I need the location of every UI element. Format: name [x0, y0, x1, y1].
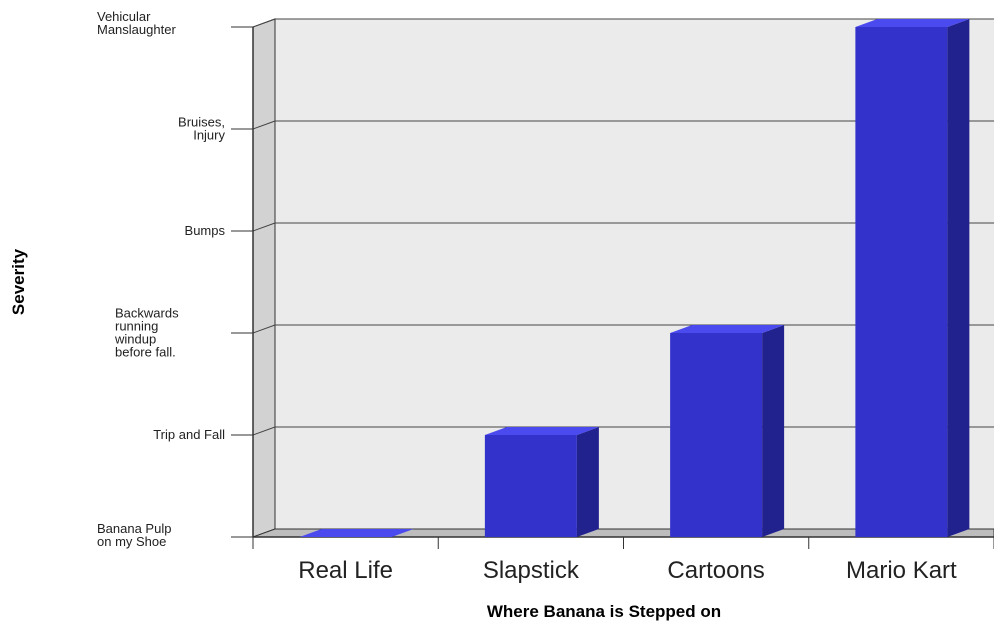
bar-side	[947, 19, 970, 537]
bar-front	[484, 435, 577, 537]
x-tick-label: Slapstick	[483, 557, 580, 584]
y-tick-label-line: Bumps	[185, 223, 226, 238]
y-tick-label: Trip and Fall	[153, 427, 225, 442]
x-tick-label: Real Life	[298, 557, 393, 584]
bar	[670, 325, 785, 537]
gridline-side	[252, 324, 276, 334]
y-tick-label-line: windup	[114, 332, 156, 347]
x-tick-label: Mario Kart	[846, 557, 957, 584]
bar-top	[855, 19, 970, 27]
y-tick-label: Vehicular Manslaughter	[97, 9, 176, 37]
plot-side-wall	[252, 18, 276, 538]
y-tick-label-line: Manslaughter	[97, 22, 176, 37]
y-tick-label: Bruises, Injury	[178, 115, 225, 143]
bar-side	[762, 325, 785, 537]
bar	[299, 529, 414, 537]
bar-front	[855, 27, 948, 537]
y-tick-label: Bumps	[185, 223, 226, 238]
gridline-side	[252, 18, 276, 28]
bars	[299, 19, 970, 537]
gridline-side	[252, 222, 276, 232]
bar-side	[576, 427, 599, 537]
x-axis-title: Where Banana is Stepped on	[487, 602, 721, 621]
y-tick-label-line: Backwards	[115, 306, 179, 321]
bar-front	[670, 333, 763, 537]
gridline-side	[252, 426, 276, 436]
y-tick-label-line: on my Shoe	[97, 534, 166, 549]
y-tick-label-line: Banana Pulp	[97, 521, 171, 536]
y-tick-label-line: running	[115, 319, 158, 334]
gridline-side	[252, 120, 276, 130]
x-tick-label: Cartoons	[667, 557, 764, 584]
y-tick-label: Backwards running windup before fall.	[114, 306, 179, 360]
bar-top	[670, 325, 785, 333]
bar-top	[484, 427, 599, 435]
y-tick-label-line: Trip and Fall	[153, 427, 225, 442]
y-tick-label-line: Injury	[193, 128, 225, 143]
bar-top	[299, 529, 414, 537]
labels: Banana Pulp on my Shoe Trip and Fall Backwa…	[97, 9, 957, 584]
bar	[484, 427, 599, 537]
y-axis-title: Severity	[9, 248, 28, 315]
y-tick-label-line: Bruises,	[178, 115, 225, 130]
y-tick-label-line: before fall.	[115, 345, 176, 360]
bar	[855, 19, 970, 537]
y-tick-label-line: Vehicular	[97, 9, 151, 24]
y-tick-label: Banana Pulp on my Shoe	[97, 521, 171, 549]
